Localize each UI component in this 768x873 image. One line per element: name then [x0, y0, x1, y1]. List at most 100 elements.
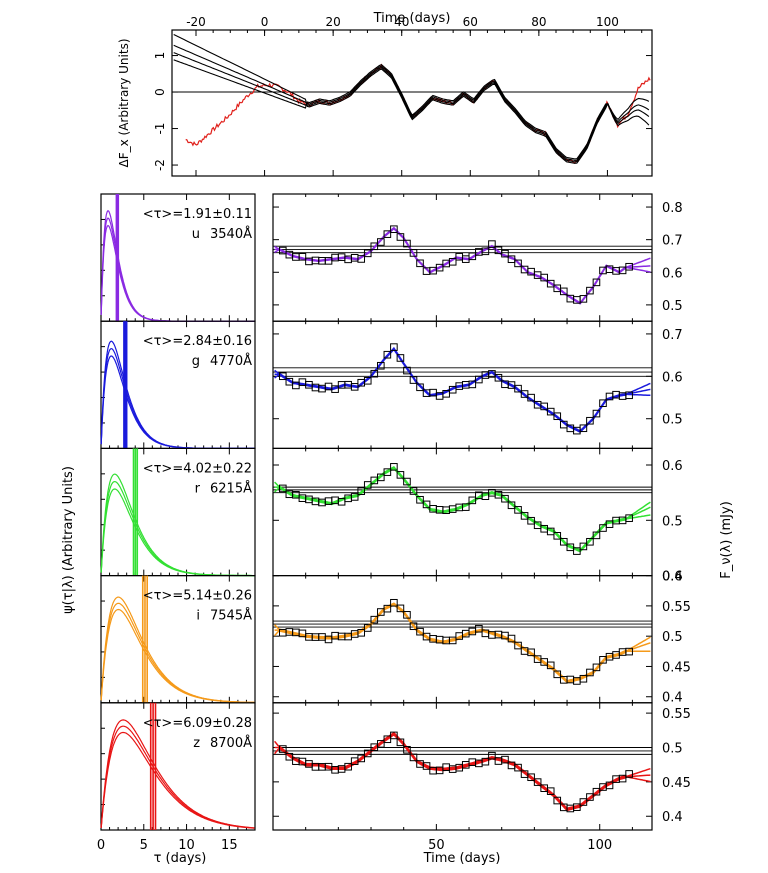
lightcurve-data-point [566, 543, 575, 552]
lightcurve-data-point [579, 542, 588, 551]
lightcurve-y-tick-label: 0.45 [662, 776, 691, 791]
lightcurve-panels: 0.50.60.70.80.50.60.70.40.50.60.40.450.5… [272, 193, 691, 831]
lightcurve-data-point [370, 242, 379, 251]
lightcurve-data-point [468, 252, 477, 261]
lightcurve-data-point [599, 399, 607, 408]
driver-x-tick-label: 80 [531, 15, 546, 29]
lightcurve-data-point [377, 361, 385, 370]
lightcurve-y-tick-label: 0.6 [662, 459, 683, 474]
lightcurve-data-point [579, 295, 588, 303]
lightcurve-data-point [279, 745, 287, 753]
lightcurve-data-point [279, 246, 287, 255]
transfer-panel-i: <τ>=5.14±0.26 i 7545Å [100, 574, 256, 704]
lightcurve-data-point [514, 384, 522, 393]
lightcurve-y-tick-label: 0.55 [662, 600, 691, 615]
driver-model-curve [173, 52, 650, 161]
driver-panel: Time (days) ΔF_x (Arbitrary Units) -20 0 2… [117, 11, 653, 177]
lightcurve-xlabel: Time (days) [423, 851, 501, 866]
lightcurve-data-point [553, 796, 562, 805]
lightcurve-data-point [475, 624, 483, 633]
lightcurve-x-ticks: 50 100 [428, 838, 612, 853]
lightcurve-data-point [553, 670, 562, 679]
transfer-x-tick-label: 0 [97, 838, 105, 853]
lightcurve-data-point [279, 484, 287, 493]
band-label: u 3540Å [192, 226, 252, 242]
lightcurve-y-tick-label: 0.4 [662, 810, 683, 825]
lightcurve-data-point [546, 661, 555, 670]
lightcurve-panel-g: 0.5 0.6 0.7 [272, 320, 683, 450]
lightcurve-data-point [363, 249, 372, 258]
lightcurve-data-point [396, 354, 405, 362]
lightcurve-data-point [527, 516, 535, 525]
lightcurve-data-point [370, 615, 379, 624]
driver-y-tick-label: -1 [153, 123, 167, 135]
lightcurve-data-point [448, 636, 457, 645]
lightcurve-data-point [435, 263, 444, 272]
transfer-function-column: ψ(τ|λ) (Arbitrary Units) τ (days) 0 5 10 15… [61, 193, 256, 866]
lightcurve-data-point [586, 668, 594, 677]
lightcurve-data-point [559, 537, 568, 546]
lightcurve-data-point [514, 763, 522, 772]
lightcurve-data-point [416, 383, 424, 392]
lightcurve-data-point [377, 740, 385, 748]
lightcurve-data-point [409, 249, 418, 257]
lightcurve-data-point [409, 487, 418, 495]
lightcurve-data-point [625, 514, 633, 522]
lightcurve-data-point [403, 477, 411, 486]
transfer-panel-g: <τ>=2.84±0.16 g 4770Å [100, 320, 256, 450]
driver-x-tick-label: 0 [261, 15, 269, 29]
lightcurve-data-point [579, 424, 588, 433]
lightcurve-data-point [488, 370, 496, 378]
driver-x-tick-label: 20 [326, 15, 341, 29]
lightcurve-data-point [514, 259, 522, 268]
lightcurve-data-point [573, 547, 581, 555]
driver-x-tick-label: -20 [186, 15, 206, 29]
lightcurve-y-tick-label: 0.6 [662, 570, 683, 585]
lightcurve-data-point [527, 773, 535, 782]
lightcurve-data-point [390, 463, 398, 471]
lightcurve-data-point [507, 501, 516, 510]
lightcurve-data-point [390, 225, 398, 234]
lightcurve-y-tick-label: 0.5 [662, 299, 683, 314]
lightcurve-data-point [350, 493, 359, 501]
driver-model-curve [173, 59, 650, 160]
lightcurve-y-tick-label: 0.55 [662, 707, 691, 722]
lightcurve-data-point [390, 598, 398, 607]
lightcurve-ylabel: F_ν(λ) (mJy) [719, 501, 734, 579]
lightcurve-data-point [383, 468, 392, 476]
transfer-curve [100, 488, 255, 577]
band-wavelength: 4770Å [210, 353, 252, 369]
driver-model-curve [173, 44, 650, 163]
transfer-ylabel: ψ(τ|λ) (Arbitrary Units) [61, 466, 76, 614]
transfer-x-tick-label: 15 [221, 838, 238, 853]
lightcurve-data-point [403, 239, 411, 248]
lightcurve-data-point [396, 233, 405, 241]
lightcurve-data-point [422, 762, 431, 770]
lightcurve-data-point [403, 745, 411, 754]
lightcurve-data-point [546, 527, 555, 536]
mean-lag-label: <τ>=4.02±0.22 [143, 461, 252, 476]
mean-lag-label: <τ>=2.84±0.16 [143, 334, 252, 349]
lightcurve-y-tick-label: 0.7 [662, 328, 683, 343]
lightcurve-data-point [579, 798, 588, 806]
driver-panel-frame [171, 29, 653, 177]
band-label: g 4770Å [192, 353, 252, 369]
lightcurve-data-point [573, 803, 581, 811]
lightcurve-data-point [409, 753, 418, 762]
lightcurve-data-point [409, 376, 418, 384]
lightcurve-data-point [448, 257, 457, 266]
lightcurve-data-point [357, 629, 366, 637]
lightcurve-data-point [494, 373, 503, 382]
lightcurve-data-point [592, 531, 601, 540]
lightcurve-data-point [488, 240, 496, 248]
lightcurve-data-point [370, 369, 379, 378]
lightcurve-data-point [586, 286, 594, 295]
lightcurve-model [274, 732, 651, 811]
lightcurve-data-point [586, 793, 594, 801]
mean-lag-label: <τ>=1.91±0.11 [143, 207, 252, 222]
lightcurve-data-point [416, 495, 424, 504]
lightcurve-data-point [396, 471, 405, 479]
lightcurve-x-tick-label: 100 [587, 838, 612, 853]
lightcurve-panel-i: 0.4 0.45 0.5 0.55 0.6 [272, 570, 691, 706]
lightcurve-data-point [468, 496, 477, 505]
